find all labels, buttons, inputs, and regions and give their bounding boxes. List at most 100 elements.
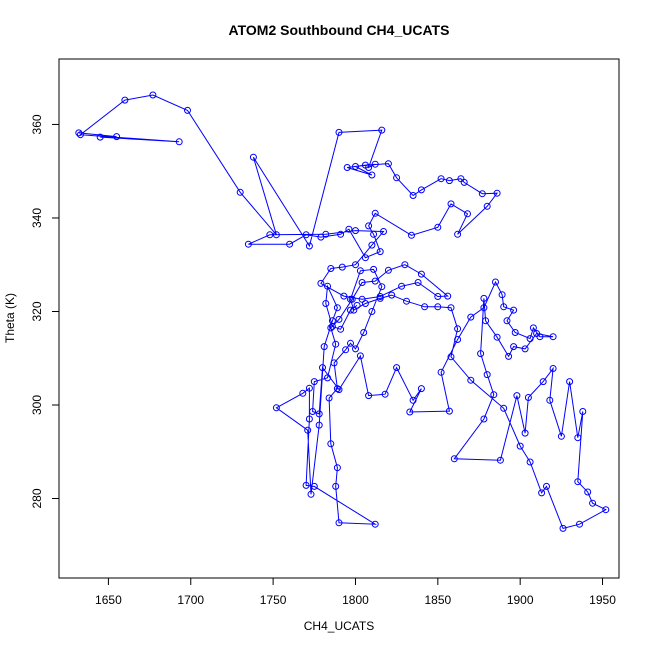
data-point xyxy=(437,368,445,376)
data-point xyxy=(352,261,359,269)
data-point xyxy=(539,378,547,386)
data-point xyxy=(521,429,529,437)
data-point xyxy=(401,261,409,269)
data-point xyxy=(338,263,346,271)
data-point xyxy=(360,329,368,336)
data-point xyxy=(302,481,310,489)
data-point xyxy=(409,192,417,199)
data-point xyxy=(447,304,455,312)
data-point xyxy=(320,343,328,351)
data-point xyxy=(589,499,597,507)
data-point xyxy=(388,291,396,299)
data-point xyxy=(483,202,491,210)
data-point xyxy=(482,317,490,325)
data-point xyxy=(371,209,379,217)
data-point xyxy=(322,300,330,307)
x-tick-label: 1800 xyxy=(342,593,369,607)
chart-title: ATOM2 Southbound CH4_UCATS xyxy=(229,22,450,38)
data-point xyxy=(307,490,315,498)
data-point xyxy=(384,160,392,168)
x-tick-label: 1750 xyxy=(260,593,287,607)
data-point xyxy=(350,306,358,314)
data-point xyxy=(511,329,519,336)
data-point xyxy=(516,442,524,450)
data-point xyxy=(376,293,384,300)
data-point xyxy=(315,421,323,429)
data-point xyxy=(327,440,335,448)
data-point xyxy=(478,190,486,198)
data-point xyxy=(368,308,376,315)
data-point xyxy=(417,186,425,194)
data-point xyxy=(272,404,280,412)
data-point xyxy=(335,386,343,394)
data-point xyxy=(361,300,369,307)
data-point xyxy=(378,283,386,291)
data-point xyxy=(368,171,376,179)
data-point xyxy=(467,313,475,321)
data-point xyxy=(403,297,410,305)
data-point xyxy=(493,189,501,197)
data-point xyxy=(408,231,415,239)
data-point xyxy=(365,392,373,400)
data-point xyxy=(333,304,341,312)
data-point xyxy=(371,160,379,168)
data-point xyxy=(236,188,244,196)
data-point xyxy=(521,345,529,353)
data-point xyxy=(376,248,384,256)
y-tick-label: 360 xyxy=(30,114,44,134)
data-point xyxy=(505,352,513,360)
data-point xyxy=(317,279,325,287)
data-point xyxy=(393,364,401,372)
data-point xyxy=(371,520,379,528)
data-point xyxy=(310,378,318,386)
data-point xyxy=(352,227,359,235)
data-point xyxy=(477,350,485,358)
data-point xyxy=(526,458,534,466)
data-point xyxy=(333,464,341,472)
data-point xyxy=(498,291,506,299)
data-point xyxy=(409,396,417,404)
data-point xyxy=(345,225,353,233)
data-point xyxy=(480,294,488,302)
data-point xyxy=(417,385,425,393)
data-point xyxy=(559,524,567,532)
data-point xyxy=(353,301,361,309)
x-tick-label: 1900 xyxy=(507,593,534,607)
data-point xyxy=(121,96,129,104)
data-point xyxy=(337,230,345,238)
data-point xyxy=(546,396,554,404)
data-point xyxy=(434,303,442,311)
data-point xyxy=(370,265,378,273)
data-point xyxy=(340,292,348,300)
data-point xyxy=(464,210,471,218)
data-point xyxy=(574,434,582,442)
data-point xyxy=(96,133,104,141)
data-point xyxy=(492,278,499,286)
x-tick-label: 1850 xyxy=(424,593,451,607)
data-point xyxy=(356,267,364,275)
data-point xyxy=(356,352,364,360)
y-tick-label: 340 xyxy=(30,208,44,228)
x-axis: 1650 1700 1750 1800 1850 1900 1950 xyxy=(95,578,616,607)
data-point xyxy=(149,91,157,99)
data-point xyxy=(175,138,183,146)
y-axis: 280 300 320 340 360 xyxy=(30,114,59,509)
data-point xyxy=(378,126,386,134)
data-point xyxy=(327,324,335,332)
data-point xyxy=(370,230,378,238)
data-point xyxy=(444,292,452,300)
data-point xyxy=(480,415,488,423)
data-point xyxy=(467,376,475,384)
data-point xyxy=(315,410,323,418)
data-point xyxy=(113,133,121,141)
data-point xyxy=(358,295,366,303)
data-point xyxy=(421,303,429,311)
data-point xyxy=(417,270,425,278)
data-point xyxy=(513,392,521,400)
data-point xyxy=(524,394,532,401)
data-point xyxy=(434,293,442,300)
data-point xyxy=(533,330,541,337)
data-point xyxy=(437,175,445,183)
x-tick-label: 1950 xyxy=(589,593,616,607)
